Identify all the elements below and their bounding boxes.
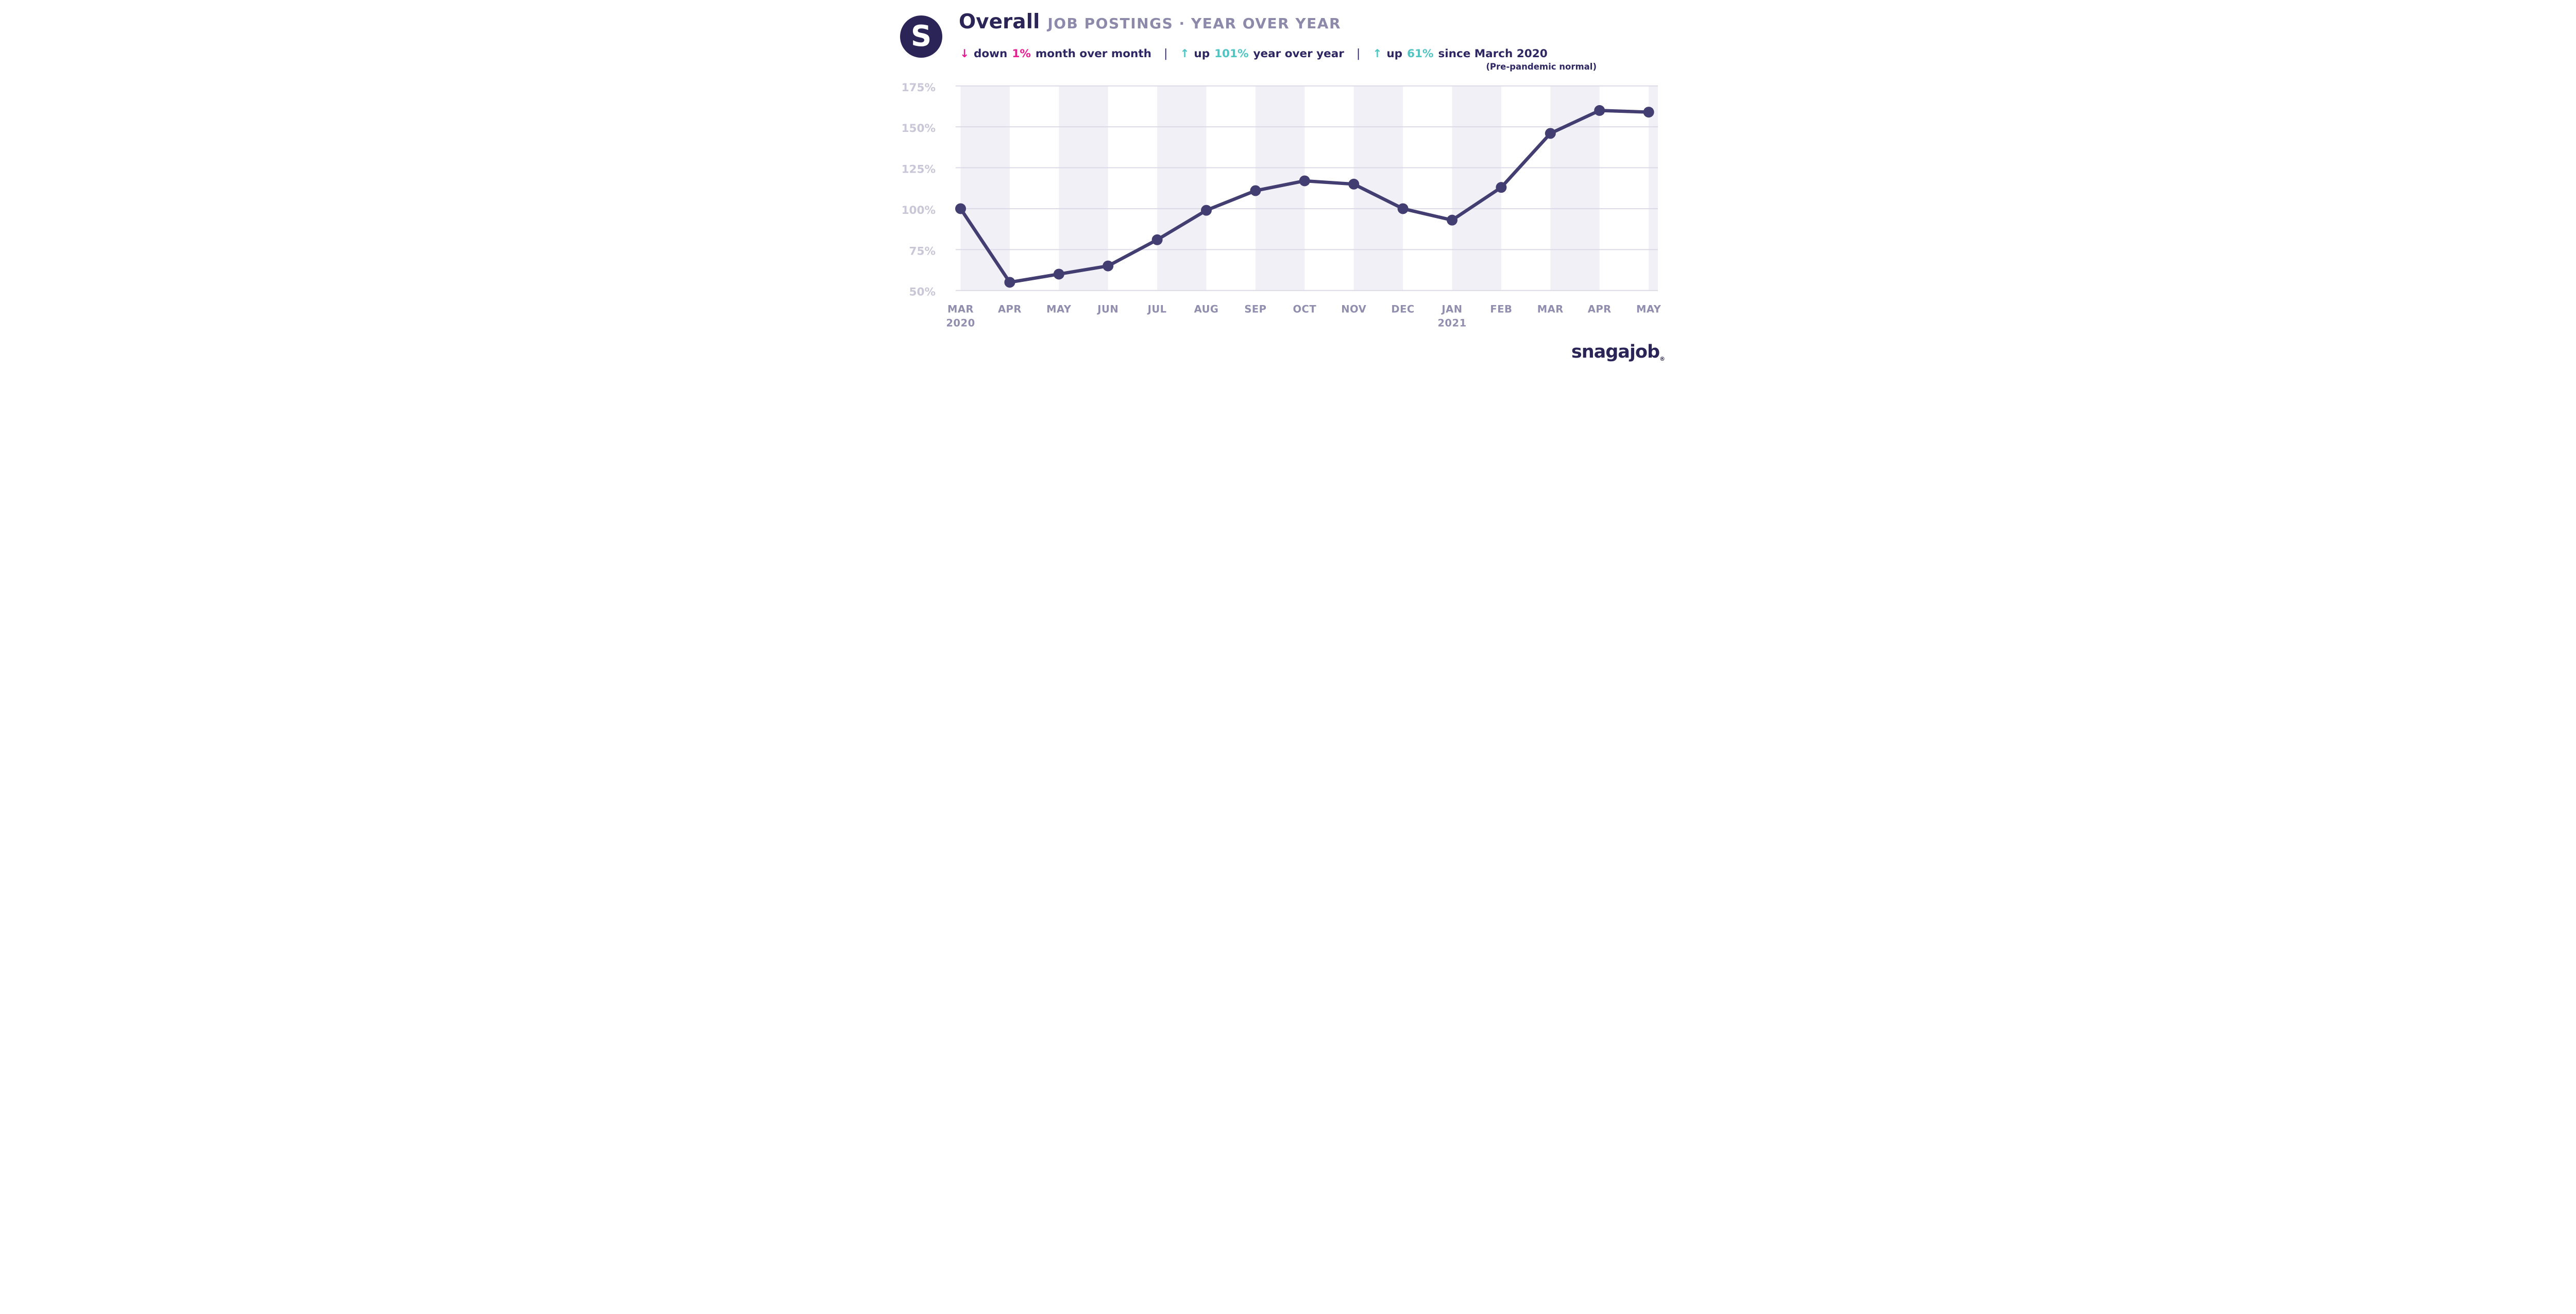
summary-stats-row: ↓ down 1% month over month | ↑ up 101% y…: [960, 47, 1548, 60]
x-axis-label: APR: [998, 304, 1022, 315]
data-point: [1545, 128, 1556, 139]
stat-prefix: up: [1386, 47, 1403, 60]
stat-separator: |: [1163, 47, 1168, 60]
logo-letter: S: [910, 20, 932, 53]
stat-prefix: down: [974, 47, 1008, 60]
y-axis-label: 175%: [902, 81, 936, 94]
y-axis-label: 75%: [909, 245, 936, 258]
x-axis-label: OCT: [1293, 304, 1316, 315]
stat-since-march-2020: ↑ up 61% since March 2020: [1372, 47, 1547, 60]
x-axis-label: MAR: [947, 304, 974, 315]
down-arrow-icon: ↓: [960, 47, 970, 60]
y-axis-label: 125%: [902, 163, 936, 176]
column-stripe: [1649, 86, 1658, 291]
stat-prefix: up: [1194, 47, 1210, 60]
data-point: [1250, 185, 1261, 196]
chart-header: Overall JOB POSTINGS · YEAR OVER YEAR: [959, 10, 1341, 33]
up-arrow-icon: ↑: [1372, 47, 1382, 60]
stat-month-over-month: ↓ down 1% month over month: [960, 47, 1151, 60]
column-stripe: [960, 86, 1010, 291]
y-axis-label: 100%: [902, 204, 936, 217]
stat-suffix: since March 2020: [1438, 47, 1548, 60]
data-point: [1299, 175, 1310, 187]
registered-trademark-icon: ®: [1659, 356, 1665, 362]
x-axis-label: SEP: [1244, 304, 1266, 315]
data-point: [1594, 105, 1605, 116]
y-axis-label: 150%: [902, 122, 936, 135]
column-stripe: [1550, 86, 1600, 291]
pre-pandemic-note: (Pre-pandemic normal): [1486, 62, 1597, 72]
column-stripe: [1157, 86, 1207, 291]
stat-value: 61%: [1407, 47, 1434, 60]
data-point: [1643, 107, 1654, 118]
job-postings-line-chart: 175% 150% 125% 100% 75% 50% MAR APR MAY JUN JUL AUG…: [902, 81, 1662, 329]
data-point: [1397, 203, 1409, 214]
infographic-page: 175% 150% 125% 100% 75% 50% MAR APR MAY JUN JUL AUG…: [884, 0, 1692, 377]
page-title: Overall: [959, 10, 1040, 33]
x-axis-year-label: 2020: [946, 317, 975, 329]
y-axis-label: 50%: [909, 286, 936, 299]
x-axis-label: DEC: [1391, 304, 1414, 315]
stat-year-over-year: ↑ up 101% year over year: [1180, 47, 1344, 60]
data-point: [1348, 178, 1360, 190]
x-axis-label: APR: [1588, 304, 1612, 315]
stat-value: 101%: [1214, 47, 1249, 60]
x-axis-label: AUG: [1194, 304, 1219, 315]
page-subtitle: JOB POSTINGS · YEAR OVER YEAR: [1047, 15, 1342, 32]
x-axis-label: JUL: [1147, 304, 1167, 315]
snagajob-s-logo-icon: S: [900, 15, 942, 58]
data-point: [1496, 182, 1507, 193]
data-point: [1447, 214, 1458, 226]
stat-suffix: year over year: [1253, 47, 1344, 60]
snagajob-wordmark: snagajob®: [1571, 342, 1665, 362]
x-axis-label: MAY: [1636, 304, 1662, 315]
data-point: [1053, 268, 1064, 280]
brand-text: snagajob: [1571, 342, 1660, 362]
x-axis-label: JUN: [1096, 304, 1118, 315]
x-axis-year-label: 2021: [1437, 317, 1466, 329]
column-stripe: [1059, 86, 1108, 291]
stat-separator: |: [1356, 47, 1361, 60]
x-axis-label: FEB: [1490, 304, 1512, 315]
column-stripe: [1452, 86, 1501, 291]
data-point: [1201, 205, 1212, 216]
x-axis-label: MAY: [1046, 304, 1072, 315]
data-point: [1004, 277, 1015, 288]
up-arrow-icon: ↑: [1180, 47, 1190, 60]
x-axis-label: JAN: [1440, 304, 1462, 315]
data-point: [1103, 260, 1114, 272]
data-point: [955, 203, 966, 214]
x-axis-label: MAR: [1537, 304, 1564, 315]
data-point: [1151, 234, 1163, 245]
stat-value: 1%: [1012, 47, 1031, 60]
stat-suffix: month over month: [1035, 47, 1151, 60]
x-axis-label: NOV: [1341, 304, 1366, 315]
